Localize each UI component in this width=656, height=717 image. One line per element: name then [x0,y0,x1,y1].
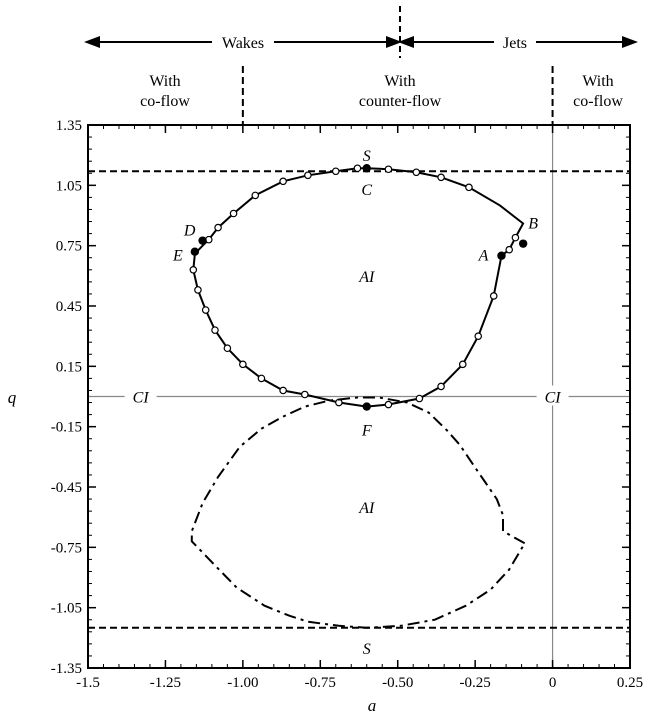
y-tick-label: 0.15 [56,359,82,375]
axes-layer: -1.5 -1.25 -1.00 -0.75 -0.50 -0.25 0 0.25 -1.35 -… [51,66,643,691]
point-e-marker [191,248,199,256]
y-tick-label: 0.75 [56,239,82,255]
top-annotation-layer: Wakes Jets With co-flow With counter-flo… [84,6,638,110]
point-a-marker [497,252,505,260]
point-f-label: F [361,423,372,440]
data-point-open [302,391,308,397]
region-coflow-right-line2: co-flow [573,93,623,110]
y-tick-label: -0.45 [51,480,82,496]
x-tick-label: -0.75 [305,675,336,691]
region-counterflow-line1: With [384,73,415,90]
y-tick-label: 1.35 [56,118,82,134]
x-tick-label: 0.25 [617,675,643,691]
data-point-open [385,166,391,172]
y-tick-label: -0.15 [51,420,82,436]
point-a-label: A [478,248,489,265]
region-coflow-left-line1: With [149,73,180,90]
wakes-arrow-left-head [84,36,100,48]
data-point-open [491,293,497,299]
y-tick-label: -1.05 [51,601,82,617]
y-tick-label: -0.75 [51,540,82,556]
x-tick-label: -0.50 [382,675,413,691]
region-annotation-s: S [363,641,371,658]
y-tick-label: 1.05 [56,178,82,194]
point-d-marker [198,236,206,244]
data-point-open [224,345,230,351]
region-annotation-ai: AI [358,500,375,517]
data-point-open [258,375,264,381]
point-b-label: B [528,216,538,233]
data-point-open [190,267,196,273]
point-f-marker [363,402,371,410]
data-point-open [230,210,236,216]
data-point-open [416,395,422,401]
data-point-open [475,333,481,339]
data-point-open [252,192,258,198]
data-point-open [280,178,286,184]
data-point-open [202,307,208,313]
jets-label: Jets [503,35,527,52]
region-coflow-right-line1: With [582,73,613,90]
region-annotation-ci: CI [545,390,562,407]
point-b-marker [519,239,527,247]
point-c-label: C [361,182,372,199]
region-annotation-s: S [363,148,371,165]
data-point-open [506,246,512,252]
data-point-open [195,287,201,293]
y-tick-label: 0.45 [56,299,82,315]
data-point-open [438,383,444,389]
data-point-open [385,401,391,407]
x-tick-label: 0 [549,675,557,691]
y-tick-label: -1.35 [51,661,82,677]
x-axis-title: a [368,696,377,715]
region-counterflow-line2: counter-flow [359,93,442,110]
point-d-label: D [183,223,196,240]
data-point-open [333,168,339,174]
data-point-open [305,172,311,178]
point-e-label: E [172,248,183,265]
data-point-open [240,361,246,367]
x-tick-label: -1.5 [76,675,100,691]
data-point-open [413,169,419,175]
data-point-open [460,361,466,367]
series-curve-1 [193,168,523,406]
region-coflow-left-line2: co-flow [140,93,190,110]
jets-arrow-right-head [622,36,638,48]
data-point-open [212,327,218,333]
x-tick-label: -1.00 [227,675,258,691]
y-axis-title: q [8,388,17,407]
data-point-open [512,234,518,240]
data-point-open [466,184,472,190]
x-tick-label: -0.25 [460,675,491,691]
region-annotation-ai: AI [358,269,375,286]
point-c-marker [363,164,371,172]
data-point-open [354,165,360,171]
x-tick-label: -1.25 [150,675,181,691]
data-point-open [215,224,221,230]
data-point-open [438,174,444,180]
region-annotation-ci: CI [133,390,150,407]
data-point-open [280,387,286,393]
wakes-label: Wakes [222,35,264,52]
